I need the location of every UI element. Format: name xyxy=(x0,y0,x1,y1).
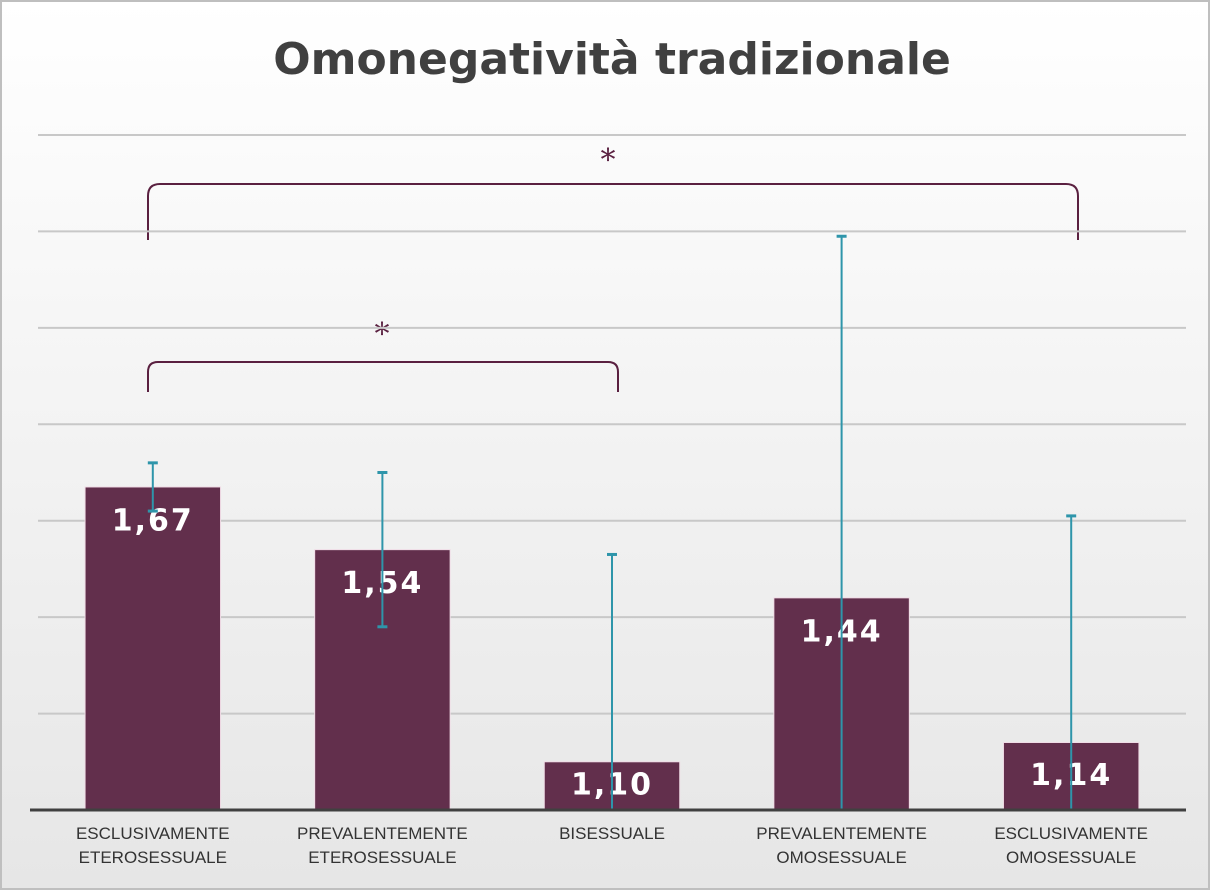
bracket xyxy=(147,361,619,392)
x-tick-label: PREVALENTEMENTE ETEROSESSUALE xyxy=(297,824,468,867)
x-tick-label: BISESSUALE xyxy=(559,824,665,843)
chart-title: Omonegatività tradizionale xyxy=(273,34,951,85)
bracket xyxy=(147,183,1079,240)
bar xyxy=(84,486,222,811)
significance: * xyxy=(601,143,616,178)
x-tick-label: PREVALENTEMENTE OMOSESSUALE xyxy=(756,824,927,867)
x-tick-label: ESCLUSIVAMENTE OMOSESSUALE xyxy=(994,824,1149,867)
x-tick-label: ESCLUSIVAMENTE ETEROSESSUALE xyxy=(75,824,230,867)
significance: * xyxy=(375,317,390,352)
